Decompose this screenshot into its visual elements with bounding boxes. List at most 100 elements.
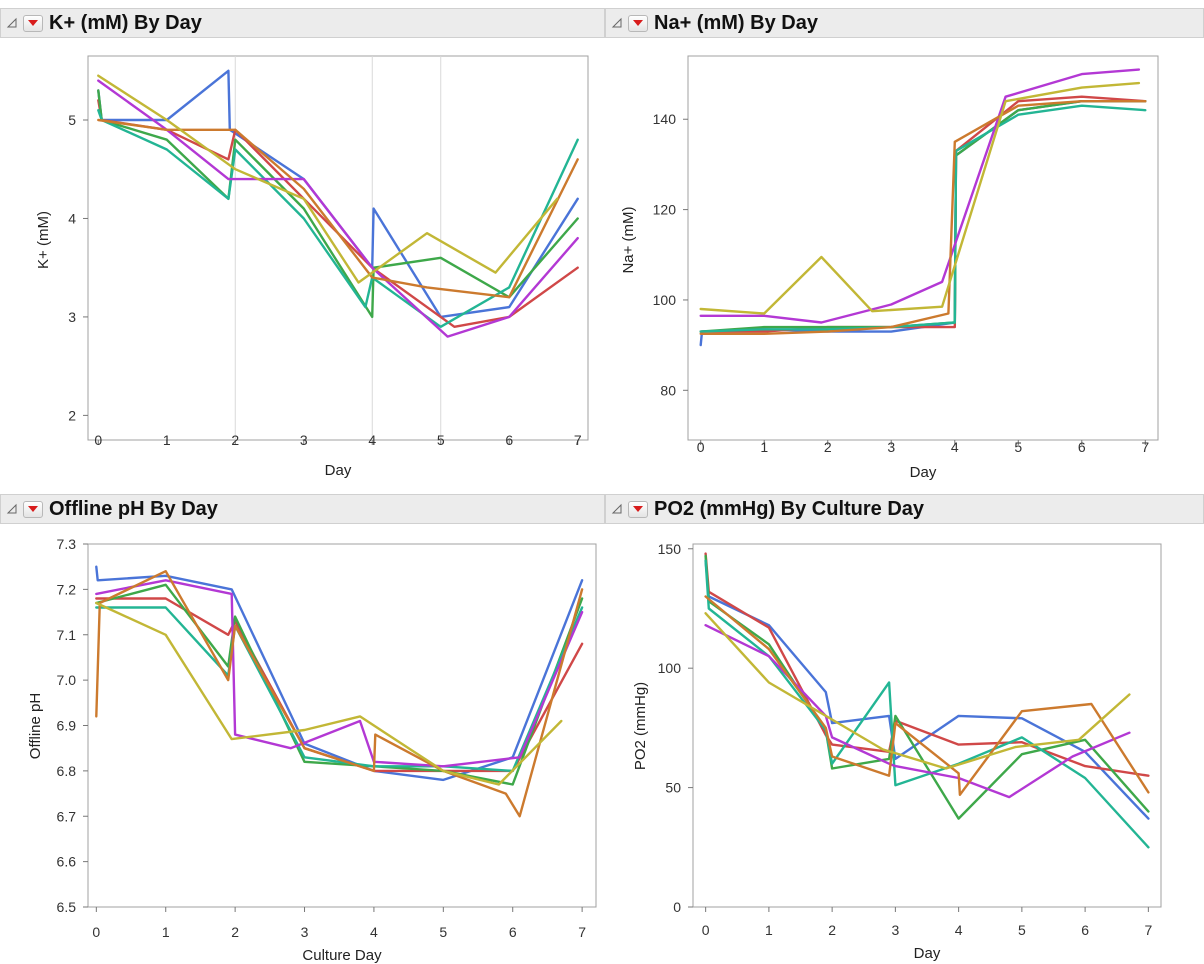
series-line-olive[interactable] bbox=[699, 81, 1141, 315]
x-tick-label: 4 bbox=[370, 924, 378, 940]
y-tick-label: 140 bbox=[653, 111, 677, 127]
red-triangle-menu-icon[interactable] bbox=[23, 14, 43, 32]
series-line-olive[interactable] bbox=[704, 612, 1131, 770]
x-tick-label: 5 bbox=[1018, 922, 1026, 938]
y-tick-label: 7.3 bbox=[57, 536, 77, 552]
y-tick-label: 6.8 bbox=[57, 763, 77, 779]
chart-na: 0 1 2 3 4 5 6 7 80 100 120 140 Day Na+ (mM) bbox=[620, 55, 1159, 481]
red-triangle-menu-icon[interactable] bbox=[628, 14, 648, 32]
x-tick-label: 6 bbox=[1081, 922, 1089, 938]
y-axis-label: Offline pH bbox=[27, 693, 44, 759]
y-tick-label: 100 bbox=[653, 292, 677, 308]
disclosure-triangle-icon[interactable] bbox=[5, 16, 19, 30]
series-line-magenta[interactable] bbox=[97, 79, 579, 338]
x-tick-label: 5 bbox=[437, 432, 445, 448]
x-axis-label: Culture Day bbox=[302, 947, 382, 964]
plot-frame bbox=[87, 55, 589, 441]
series-line-magenta[interactable] bbox=[95, 579, 584, 768]
disclosure-triangle-icon[interactable] bbox=[610, 16, 624, 30]
x-tick-label: 0 bbox=[697, 439, 705, 455]
chart-ph: 0 1 2 3 4 5 6 7 6.5 6.6 6.7 6.8 6.9 7.0 7.1 7.2 7.3 Cultu… bbox=[27, 536, 597, 964]
x-tick-label: 7 bbox=[578, 924, 586, 940]
y-tick-label: 6.9 bbox=[57, 718, 77, 734]
x-tick-label: 1 bbox=[765, 922, 773, 938]
y-axis-label: PO2 (mmHg) bbox=[632, 682, 649, 770]
panel-header-po2: PO2 (mmHg) By Culture Day bbox=[605, 494, 1204, 524]
x-tick-label: 4 bbox=[368, 432, 376, 448]
series-line-magenta[interactable] bbox=[704, 623, 1131, 799]
x-axis-label: Day bbox=[914, 945, 941, 962]
series-line-teal[interactable] bbox=[699, 104, 1147, 333]
x-tick-label: 2 bbox=[828, 922, 836, 938]
panel-header-ph: Offline pH By Day bbox=[0, 494, 605, 524]
x-tick-label: 6 bbox=[1078, 439, 1086, 455]
disclosure-triangle-icon[interactable] bbox=[610, 502, 624, 516]
y-tick-label: 7.0 bbox=[57, 672, 77, 688]
panel-title: K+ (mM) By Day bbox=[49, 11, 202, 34]
x-tick-label: 4 bbox=[955, 922, 963, 938]
x-tick-label: 1 bbox=[163, 432, 171, 448]
x-tick-label: 0 bbox=[94, 432, 102, 448]
panel-title: Na+ (mM) By Day bbox=[654, 11, 818, 34]
x-tick-label: 2 bbox=[231, 432, 239, 448]
y-tick-label: 80 bbox=[660, 382, 676, 398]
chart-k: 0 1 2 3 4 5 6 7 2 3 4 5 Day K+ (mM) bbox=[35, 55, 589, 479]
x-tick-label: 5 bbox=[439, 924, 447, 940]
y-tick-label: 7.2 bbox=[57, 581, 77, 597]
y-tick-label: 2 bbox=[68, 407, 76, 423]
x-tick-label: 7 bbox=[1141, 439, 1149, 455]
y-tick-label: 100 bbox=[658, 660, 682, 676]
x-tick-label: 5 bbox=[1014, 439, 1022, 455]
y-tick-label: 120 bbox=[653, 202, 677, 218]
y-tick-label: 5 bbox=[68, 112, 76, 128]
plot-frame bbox=[687, 55, 1159, 441]
x-tick-label: 1 bbox=[162, 924, 170, 940]
x-tick-label: 3 bbox=[891, 922, 899, 938]
red-triangle-menu-icon[interactable] bbox=[628, 500, 648, 518]
series-line-teal[interactable] bbox=[704, 559, 1150, 849]
y-tick-label: 6.6 bbox=[57, 854, 77, 870]
x-tick-label: 7 bbox=[1144, 922, 1152, 938]
panel-header-na: Na+ (mM) By Day bbox=[605, 8, 1204, 38]
x-tick-label: 6 bbox=[509, 924, 517, 940]
series-line-orange[interactable] bbox=[95, 570, 584, 818]
x-tick-label: 6 bbox=[505, 432, 513, 448]
series-line-olive[interactable] bbox=[95, 601, 563, 786]
x-tick-label: 2 bbox=[231, 924, 239, 940]
x-tick-label: 7 bbox=[574, 432, 582, 448]
y-tick-label: 0 bbox=[673, 899, 681, 915]
x-tick-label: 3 bbox=[301, 924, 309, 940]
x-tick-label: 0 bbox=[702, 922, 710, 938]
panel-header-k: K+ (mM) By Day bbox=[0, 8, 605, 38]
series-line-teal[interactable] bbox=[97, 108, 579, 328]
x-tick-label: 1 bbox=[760, 439, 768, 455]
panel-title: PO2 (mmHg) By Culture Day bbox=[654, 497, 925, 520]
x-tick-label: 2 bbox=[824, 439, 832, 455]
y-tick-label: 150 bbox=[658, 541, 682, 557]
series-line-green[interactable] bbox=[95, 583, 584, 786]
series-line-orange[interactable] bbox=[97, 118, 579, 299]
x-axis-label: Day bbox=[910, 464, 937, 481]
plot-frame bbox=[87, 543, 597, 908]
y-axis-label: K+ (mM) bbox=[35, 211, 52, 269]
x-tick-label: 0 bbox=[92, 924, 100, 940]
y-tick-label: 6.5 bbox=[57, 899, 77, 915]
x-tick-label: 4 bbox=[951, 439, 959, 455]
series-line-olive[interactable] bbox=[97, 74, 559, 284]
disclosure-triangle-icon[interactable] bbox=[5, 502, 19, 516]
series-line-green[interactable] bbox=[704, 554, 1150, 820]
y-tick-label: 3 bbox=[68, 309, 76, 325]
y-tick-label: 50 bbox=[665, 780, 681, 796]
chart-po2: 0 1 2 3 4 5 6 7 0 50 100 150 Day PO2 (mmHg) bbox=[632, 541, 1162, 962]
red-triangle-menu-icon[interactable] bbox=[23, 500, 43, 518]
series-line-green[interactable] bbox=[97, 89, 579, 319]
y-tick-label: 4 bbox=[68, 210, 76, 226]
series-line-teal[interactable] bbox=[95, 606, 584, 773]
x-axis-label: Day bbox=[325, 462, 352, 479]
y-tick-label: 6.7 bbox=[57, 808, 77, 824]
series-line-magenta[interactable] bbox=[699, 68, 1141, 324]
panel-title: Offline pH By Day bbox=[49, 497, 218, 520]
series-line-orange[interactable] bbox=[699, 100, 1147, 335]
x-tick-label: 3 bbox=[887, 439, 895, 455]
series-line-orange[interactable] bbox=[704, 595, 1150, 796]
